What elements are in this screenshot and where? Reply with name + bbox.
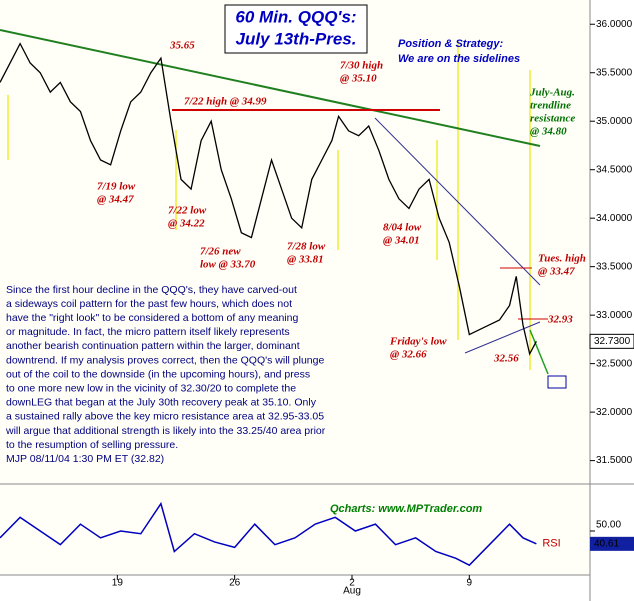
- annotation: trendline: [530, 100, 571, 112]
- annotation: 7/30 high: [340, 60, 383, 72]
- commentary-line: Since the first hour decline in the QQQ'…: [6, 284, 297, 296]
- annotation: 7/22 high @ 34.99: [184, 96, 267, 108]
- annotation: 32.93: [547, 314, 573, 326]
- annotation: 32.56: [493, 353, 519, 365]
- commentary-line: MJP 08/11/04 1:30 PM ET (32.82): [6, 453, 164, 465]
- y-tick-label: 32.0000: [596, 407, 633, 418]
- commentary-line: a sideways coil pattern for the past few…: [6, 298, 292, 310]
- x-tick-label: 26: [229, 578, 241, 589]
- y-tick-label: 35.0000: [596, 116, 633, 127]
- y-tick-label: 33.5000: [596, 261, 633, 272]
- annotation: resistance: [530, 113, 575, 125]
- commentary-line: downLEG that began at the July 30th reco…: [6, 397, 317, 409]
- annotation: Tues. high: [538, 253, 586, 265]
- y-tick-label: 34.5000: [596, 164, 633, 175]
- source: Qcharts: www.MPTrader.com: [330, 503, 482, 515]
- annotation: July-Aug.: [529, 87, 575, 99]
- y-tick-label: 33.0000: [596, 310, 633, 321]
- annotation: @ 34.22: [168, 218, 205, 230]
- annotation: 8/04 low: [383, 222, 422, 234]
- rsi-tick-label: 50.00: [596, 520, 621, 531]
- annotation: Friday's low: [389, 336, 447, 348]
- commentary-line: downtrend. If my analysis proves correct…: [6, 354, 324, 366]
- annotation: 7/26 new: [200, 246, 241, 258]
- commentary-line: or magnitude. In fact, the micro pattern…: [6, 326, 290, 338]
- annotation: @ 34.80: [530, 126, 567, 138]
- rsi-last-label: 40.61: [594, 538, 619, 549]
- commentary-line: will argue that additional strength is l…: [5, 425, 326, 437]
- month-label: Aug: [343, 586, 361, 597]
- rsi-last-box: [590, 536, 634, 551]
- rsi-line: [0, 501, 537, 567]
- annotation: 7/28 low: [287, 241, 326, 253]
- target-box: [547, 375, 567, 389]
- session-lines: [7, 40, 531, 370]
- chart-title: July 13th-Pres.: [236, 29, 357, 48]
- annotation: @ 34.47: [97, 194, 134, 206]
- y-tick-label: 36.0000: [596, 19, 633, 30]
- y-tick-label: 35.5000: [596, 67, 633, 78]
- legend-entry: RSI: [542, 538, 560, 550]
- commentary-line: to one more new low in the vicinity of 3…: [6, 382, 296, 394]
- plot-background: [0, 0, 590, 575]
- x-tick-label: 19: [112, 578, 124, 589]
- annotation: 7/19 low: [97, 181, 136, 193]
- commentary-line: out of the coil to the downside (in the …: [6, 368, 310, 380]
- title-box: [224, 4, 368, 54]
- y-tick-label: 32.5000: [596, 358, 633, 369]
- y-tick-label: 31.5000: [596, 455, 633, 466]
- annotation: low @ 33.70: [200, 259, 256, 271]
- annotation: @ 33.81: [287, 254, 324, 266]
- chart-title: 60 Min. QQQ's:: [235, 7, 356, 26]
- commentary-line: a sustained rally above the key micro re…: [6, 411, 324, 423]
- strategy-heading: Position & Strategy:: [398, 38, 503, 50]
- trendline: [374, 117, 541, 286]
- trendline: [464, 321, 541, 354]
- x-tick-label: 9: [467, 578, 473, 589]
- annotation: @ 34.01: [383, 235, 420, 247]
- projection-arrow: [529, 329, 549, 375]
- strategy-text: We are on the sidelines: [398, 53, 520, 65]
- annotation: @ 32.66: [390, 349, 427, 361]
- annotation: 35.65: [169, 40, 195, 52]
- annotation: 7/22 low: [168, 205, 207, 217]
- commentary-line: to the resumption of selling pressure.: [6, 439, 178, 451]
- y-tick-label: 34.0000: [596, 213, 633, 224]
- annotation: @ 35.10: [340, 73, 377, 85]
- x-tick-label: 2: [349, 578, 355, 589]
- trendline: [0, 29, 541, 147]
- last-price-box: [589, 333, 634, 349]
- commentary-line: another bearish continuation pattern wit…: [6, 340, 300, 352]
- last-price-label: 32.7300: [594, 336, 631, 347]
- price-line: [0, 42, 537, 356]
- annotation: @ 33.47: [538, 266, 575, 278]
- commentary-line: have the "right look" to be considered a…: [6, 312, 298, 324]
